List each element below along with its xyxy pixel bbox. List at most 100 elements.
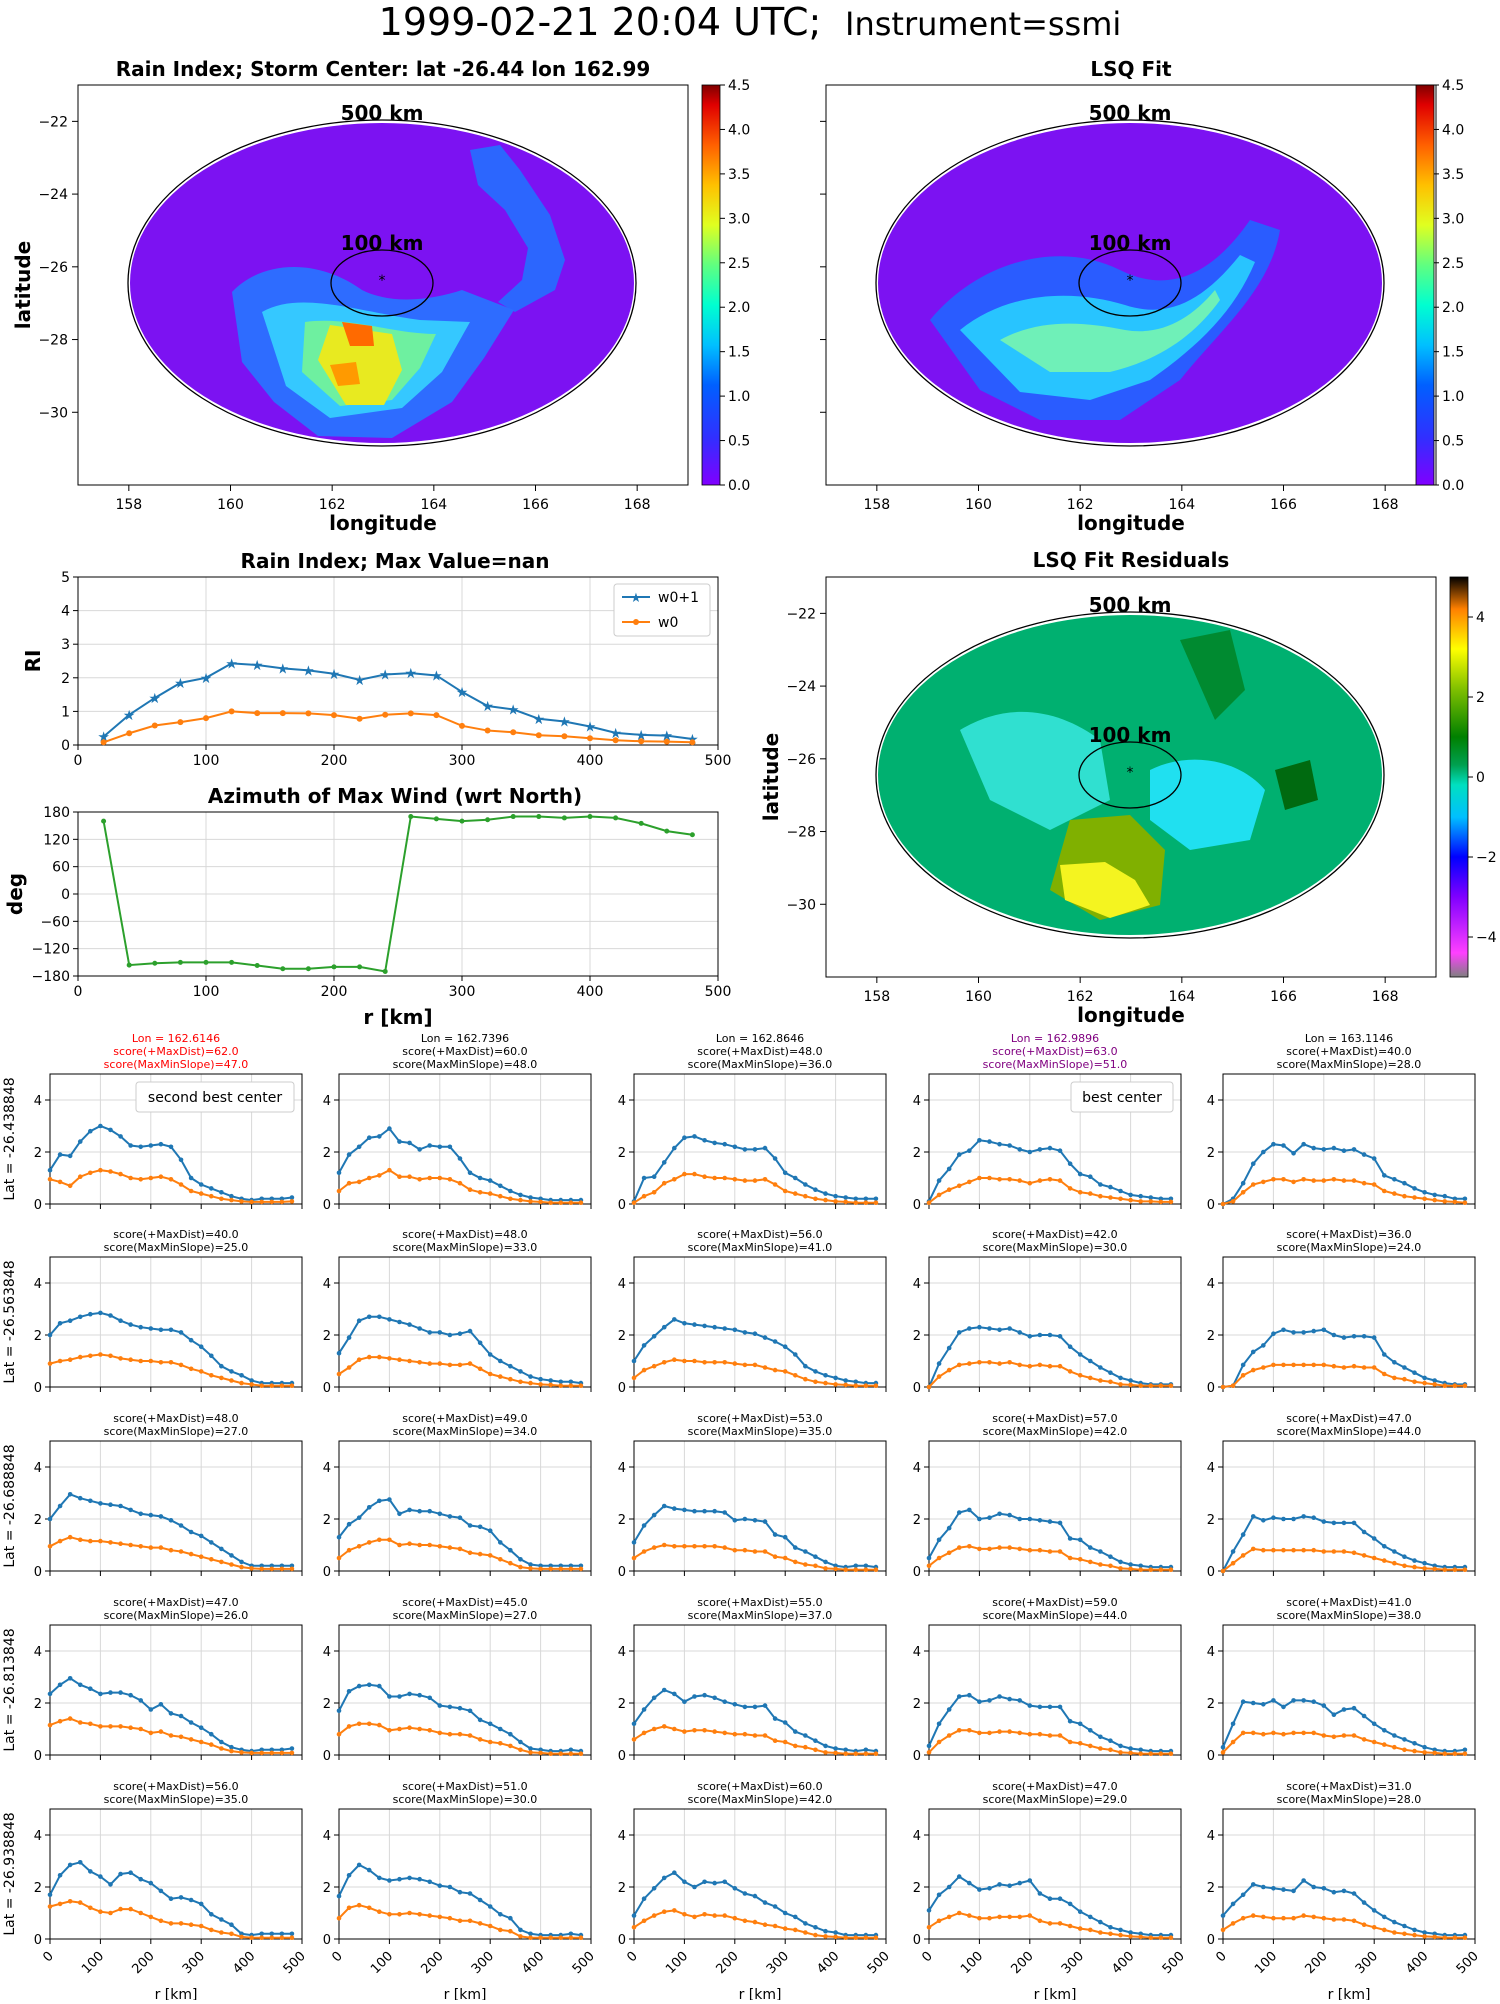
- panel-w0p1-point: [782, 1720, 788, 1725]
- panel-w0p1-point: [722, 1879, 728, 1885]
- panel-w0p1-point: [188, 1529, 194, 1535]
- panel-w0p1-point: [219, 1739, 224, 1745]
- map-y-tick-label: −22: [38, 114, 68, 130]
- panel-w0-point: [833, 1934, 838, 1940]
- panel-lon-label: Lon = 162.8646: [716, 1032, 804, 1045]
- panel-w0-point: [1392, 1375, 1397, 1381]
- panel-w0-point: [336, 1555, 342, 1561]
- panel-w0p1-point: [417, 1147, 422, 1152]
- panel-w0-point: [1402, 1931, 1407, 1937]
- rain-map-500km-ring: [127, 119, 637, 447]
- panel-w0-point: [762, 1549, 768, 1554]
- panel-w0-point: [457, 1918, 463, 1924]
- profile-panel: 0 100 200 300 400 500024score(+MaxDist)=47.0s…: [913, 1780, 1188, 2003]
- panel-w0p1-point: [987, 1515, 992, 1520]
- panel-w0-point: [1017, 1914, 1023, 1920]
- panel-w0p1-point: [712, 1140, 717, 1146]
- az-series-point: [126, 962, 132, 968]
- panel-w0p1-point: [1341, 1335, 1347, 1340]
- panel-w0p1-point: [518, 1557, 523, 1562]
- x-tick-label: 100: [79, 1949, 107, 1977]
- plot-frame: [338, 1440, 592, 1572]
- panel-w0-point: [467, 1550, 473, 1556]
- panel-w0p1-point: [1301, 1698, 1306, 1703]
- panel-w0-point: [1432, 1566, 1437, 1572]
- panel-w0-point: [853, 1200, 859, 1205]
- map-x-tick-label: 164: [1168, 989, 1195, 1005]
- panel-w0-point: [457, 1362, 463, 1368]
- profile-panel: 024score(+MaxDist)=56.0score(MaxMinSlope…: [618, 1228, 887, 1396]
- panel-w0-point: [477, 1366, 483, 1372]
- panel-w0-point: [997, 1361, 1002, 1366]
- panel-w0-point: [1371, 1555, 1377, 1561]
- panel-w0p1-point: [672, 1691, 677, 1697]
- panel-w0p1-point: [1098, 1365, 1103, 1370]
- plot-area: [1223, 1257, 1475, 1387]
- lsq-fit-map: LSQ Fit * 500 km 100 km 158 160 162 164 166 1…: [820, 57, 1464, 535]
- panel-w0-point: [702, 1728, 707, 1733]
- panel-w0p1-point: [803, 1921, 808, 1926]
- panel-w0-point: [387, 1167, 392, 1173]
- panel-w0p1-point: [558, 1379, 564, 1385]
- az-chart-title: Azimuth of Max Wind (wrt North): [208, 784, 582, 808]
- panel-w0p1-point: [752, 1704, 758, 1710]
- plot-area: [1223, 1074, 1475, 1204]
- panel-w0p1-point: [672, 1317, 677, 1322]
- panel-w0-point: [1311, 1362, 1317, 1368]
- panel-w0-point: [138, 1910, 144, 1916]
- panel-w0-point: [843, 1199, 848, 1205]
- panel-w0p1-point: [387, 1694, 392, 1699]
- panel-w0p1-point: [1047, 1332, 1053, 1338]
- ri-w0p1-point: ★: [251, 658, 264, 674]
- panel-w0p1-point: [641, 1523, 647, 1528]
- panel-w0-point: [1412, 1564, 1417, 1570]
- panel-w0-point: [772, 1738, 778, 1743]
- panel-w0-point: [568, 1383, 574, 1388]
- map-x-tick-label: 162: [1067, 497, 1094, 513]
- panel-w0p1-point: [1250, 1514, 1256, 1519]
- az-series-point: [203, 959, 209, 965]
- y-tick-label: 120: [43, 832, 70, 848]
- panel-w0-point: [447, 1731, 453, 1737]
- profile-panel: 024score(+MaxDist)=36.0score(MaxMinSlope…: [1207, 1228, 1476, 1396]
- plot-frame: [338, 1256, 592, 1388]
- y-tick-label: 2: [323, 1697, 331, 1712]
- panel-w0-point: [168, 1921, 174, 1926]
- legend-w0-marker: [633, 619, 639, 625]
- panel-w0p1-point: [813, 1738, 818, 1743]
- panel-w0p1-point: [833, 1746, 838, 1751]
- panel-w0p1-point: [1311, 1699, 1317, 1704]
- x-tick-label: 100: [193, 984, 220, 1000]
- map-x-tick-label: 164: [420, 497, 447, 513]
- panel-w0-point: [702, 1174, 707, 1179]
- panel-w0p1-point: [168, 1518, 174, 1523]
- panel-w0p1-point: [88, 1128, 93, 1134]
- panel-w0-point: [269, 1935, 275, 1940]
- ri-w0-point: [459, 722, 465, 729]
- panel-w0-point: [977, 1360, 982, 1365]
- y-tick-label: 2: [34, 1881, 42, 1896]
- panel-w0-point: [936, 1374, 942, 1379]
- panel-w0-point: [336, 1915, 342, 1921]
- panel-w0p1-point: [467, 1170, 473, 1176]
- panel-w0p1-point: [467, 1708, 473, 1714]
- panel-score-maxdist: score(+MaxDist)=55.0: [697, 1596, 822, 1609]
- panel-w0-point: [1412, 1932, 1417, 1938]
- plot-frame: [928, 1440, 1182, 1572]
- panel-w0-point: [208, 1927, 214, 1933]
- panel-w0p1-point: [487, 1178, 493, 1183]
- panel-w0-point: [712, 1913, 717, 1918]
- panel-w0p1-point: [803, 1733, 808, 1738]
- az-chart-ylabel: deg: [3, 873, 27, 915]
- panel-w0-point: [447, 1545, 453, 1550]
- panel-w0-point: [956, 1545, 962, 1550]
- y-tick-label: 2: [1207, 1513, 1215, 1528]
- panel-w0p1-point: [1108, 1738, 1113, 1743]
- panel-w0p1-point: [377, 1314, 382, 1320]
- ri-w0-point: [228, 708, 235, 715]
- panel-w0p1-point: [1067, 1536, 1073, 1541]
- x-tick-label: 400: [577, 984, 604, 1000]
- panel-w0-point: [1281, 1362, 1286, 1368]
- x-tick-label: 500: [570, 1949, 598, 1977]
- map-x-tick-label: 168: [624, 497, 651, 513]
